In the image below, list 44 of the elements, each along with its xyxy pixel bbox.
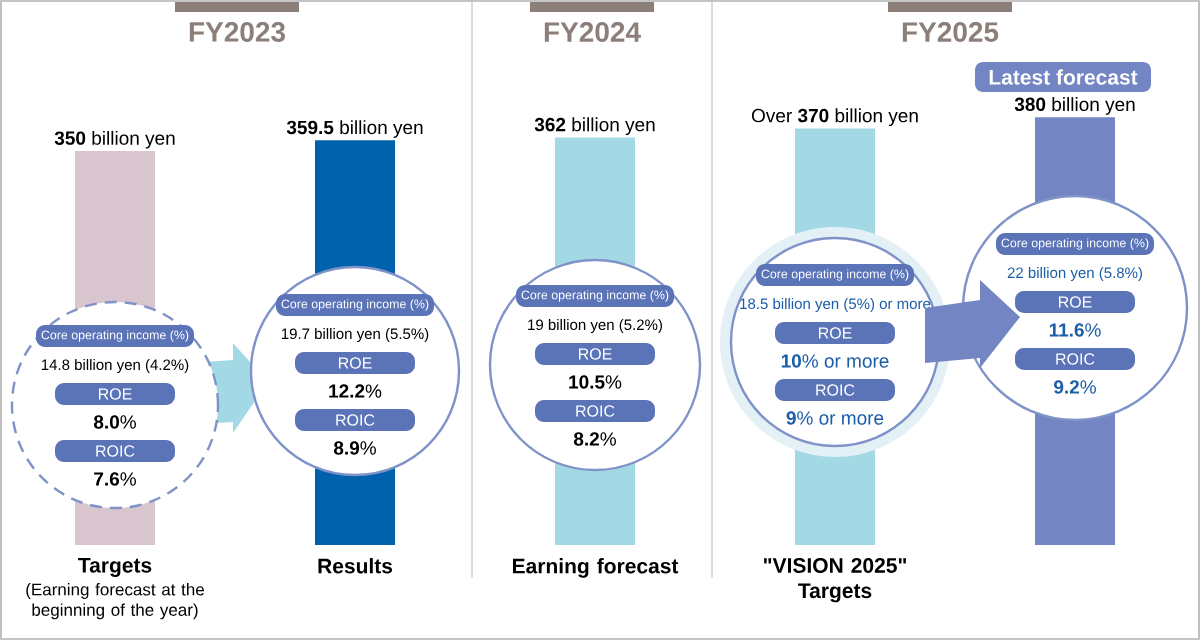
annotation: Core operating income (%) [521, 290, 669, 302]
text: FY2025 [902, 22, 999, 42]
annotation: 12.2% [329, 384, 382, 398]
annotation: 18.5 billion yen (5%) or more [740, 298, 931, 313]
text: Latest forecast [989, 69, 1138, 85]
annotation: 7.6% [94, 472, 136, 486]
data-label: Over 370 billion yen [751, 108, 918, 127]
annotation: ROE [338, 357, 372, 369]
annotation: 10% or more [781, 354, 889, 368]
annotation: ROE [1058, 296, 1092, 308]
annotation: ROE [98, 388, 132, 400]
data-label: 362 billion yen [534, 117, 655, 136]
annotation: 9% or more [786, 411, 884, 425]
text: (Earning forecast at the beginning of the year) [26, 583, 204, 620]
annotation: ROE [578, 348, 612, 360]
x-tick-label: "VISION 2025" Targets [763, 558, 907, 603]
annotation: ROIC [96, 445, 135, 457]
data-label: 359.5 billion yen [286, 120, 423, 138]
annotation: 11.6% [1049, 323, 1101, 337]
annotation: 22 billion yen (5.8%) [1007, 267, 1142, 282]
annotation: Core operating income (%) [1001, 238, 1149, 250]
annotation: ROE [818, 327, 852, 339]
annotation: 14.8 billion yen (4.2%) [41, 359, 189, 374]
annotation: ROIC [576, 405, 615, 417]
annotation: Core operating income (%) [41, 330, 189, 342]
data-label: 380 billion yen [1014, 97, 1135, 115]
x-tick-label: Results [318, 558, 393, 574]
text: FY2023 [189, 22, 286, 42]
annotation: 10.5% [569, 375, 622, 389]
data-label: 350 billion yen [54, 130, 175, 149]
annotation: 19.7 billion yen (5.5%) [281, 328, 429, 343]
annotation: ROIC [1056, 353, 1095, 365]
annotation: Core operating income (%) [281, 299, 429, 311]
annotation: 8.9% [333, 441, 376, 455]
annotation: ROIC [336, 414, 375, 426]
annotation: 9.2% [1054, 380, 1096, 394]
annotation: 8.0% [93, 415, 136, 429]
text: FY2024 [544, 22, 641, 42]
annotation: ROIC [816, 384, 855, 396]
x-tick-label: Earning forecast [512, 558, 679, 578]
annotation: 8.2% [573, 432, 616, 446]
x-tick-label: Targets [78, 558, 152, 577]
annotation: 19 billion yen (5.2%) [528, 319, 662, 334]
annotation: Core operating income (%) [761, 269, 909, 281]
